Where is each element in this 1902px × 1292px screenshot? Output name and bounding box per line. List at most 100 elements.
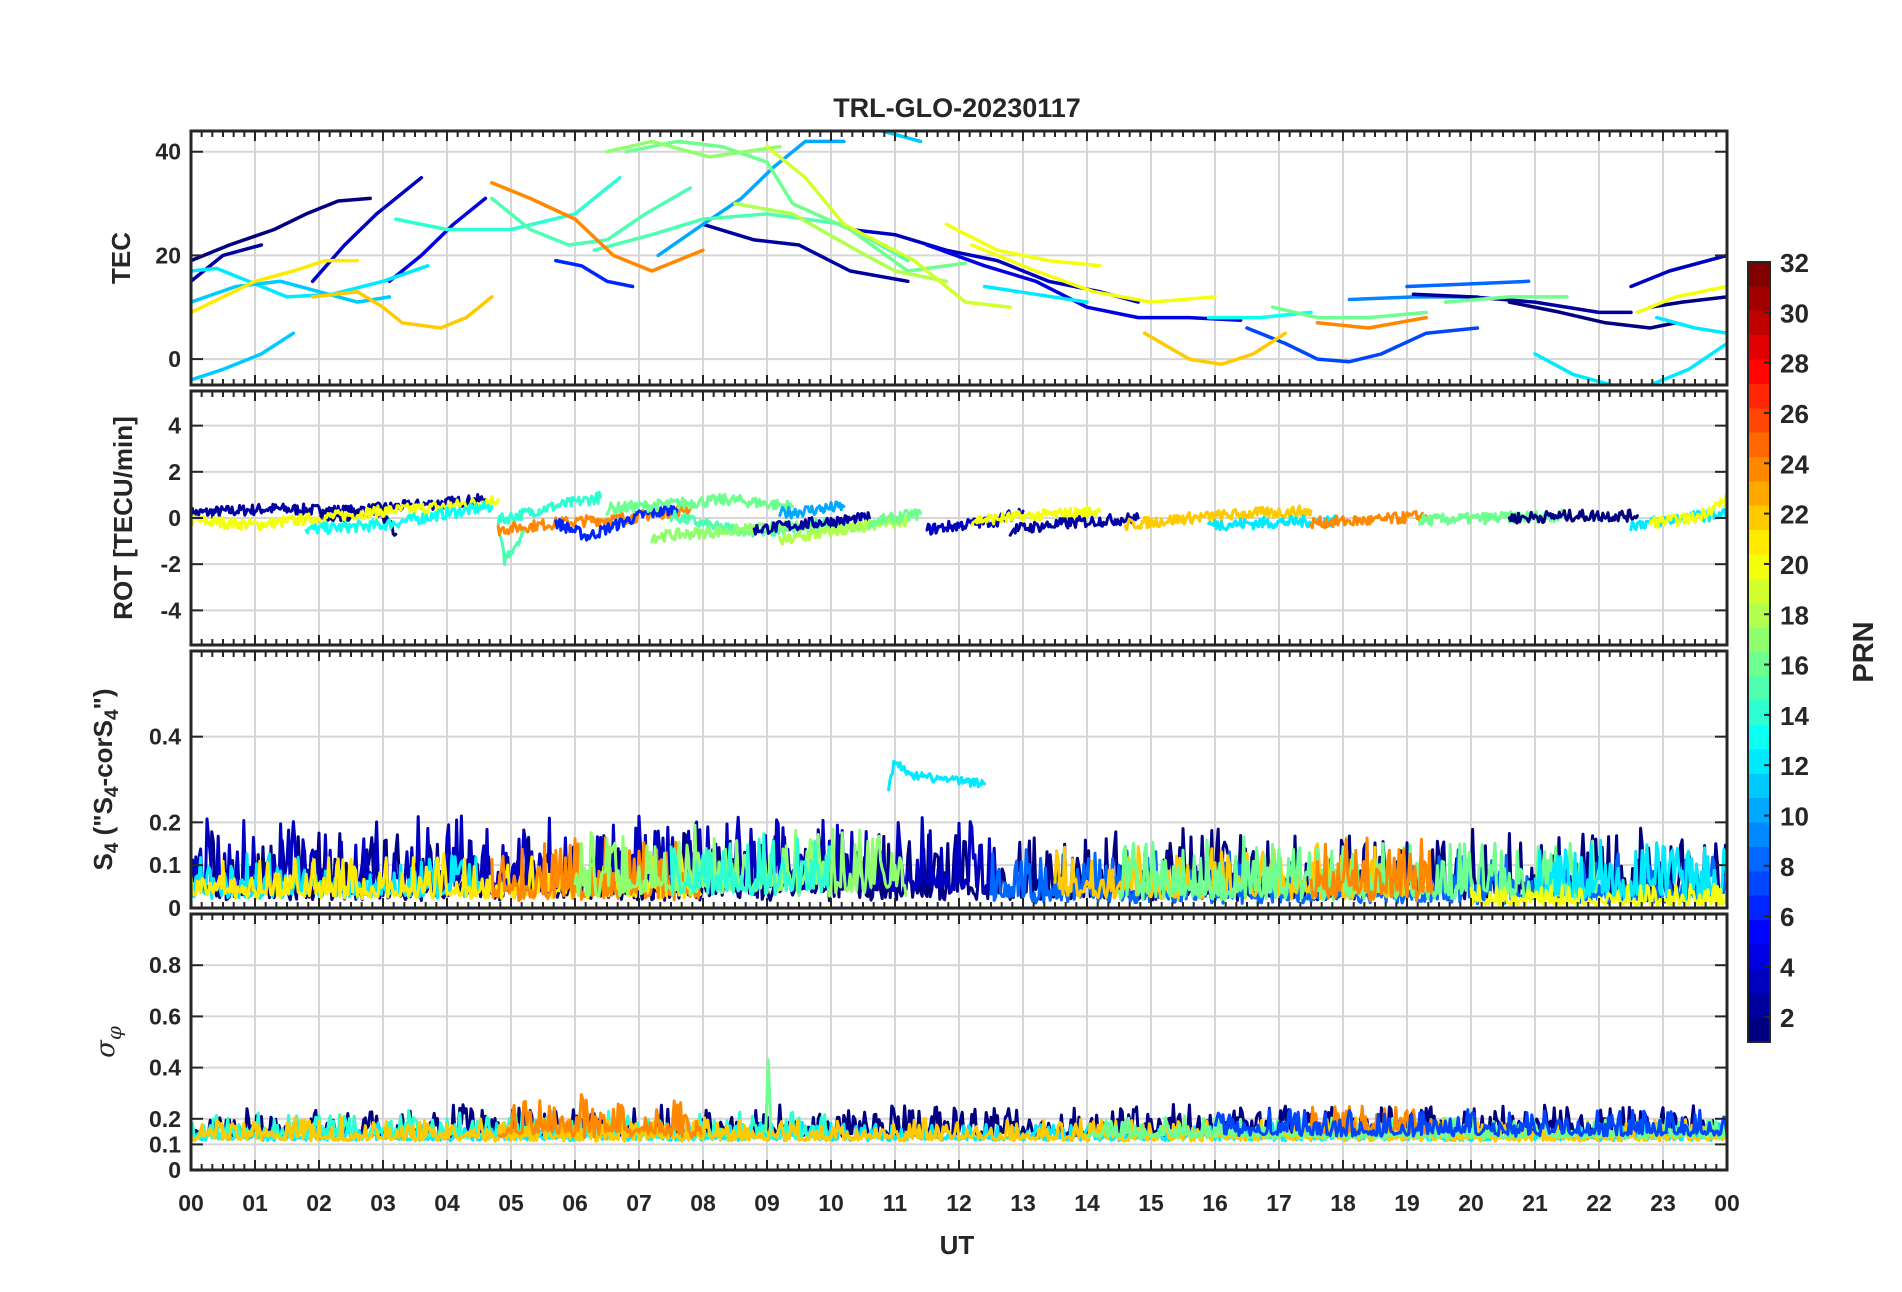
prn-series-line (191, 279, 392, 304)
x-tick-label: 08 (690, 1190, 716, 1216)
prn-series-line (394, 175, 622, 232)
prn-band-trace (1533, 838, 1727, 901)
data-s4 (191, 759, 1727, 907)
prn-series-line (752, 511, 871, 536)
prn-series-line (764, 1058, 773, 1134)
prn-series-line (605, 139, 782, 159)
prn-series-line (605, 492, 795, 516)
y-axis-label: S4 ("S4-corS4") (88, 688, 123, 870)
prn-band-trace (669, 832, 831, 897)
colorbar-tick-label: 26 (1780, 399, 1809, 429)
prn-series-line (310, 175, 424, 284)
y-tick-label: 0.1 (149, 1131, 181, 1157)
colorbar-tick-label: 20 (1780, 550, 1809, 580)
prn-series-line (490, 181, 705, 273)
prn-series-line (1654, 315, 1727, 335)
x-tick-label: 19 (1394, 1190, 1420, 1216)
prn-series-line (1405, 279, 1531, 289)
x-tick-label: 02 (306, 1190, 332, 1216)
prn-series-line (944, 222, 1102, 268)
prn-series-line (733, 201, 948, 284)
prn-series-line (1123, 504, 1313, 532)
colorbar-tick-label: 10 (1780, 802, 1809, 832)
prn-series-line (1629, 253, 1727, 289)
colorbar-tick-label: 18 (1780, 600, 1809, 630)
colorbar-tick-label: 28 (1780, 349, 1809, 379)
x-tick-label: 01 (242, 1190, 268, 1216)
prn-series-line (624, 139, 968, 273)
panel-s4: 00.10.20.4S4 ("S4-corS4") (88, 649, 1729, 921)
prn-series-line (496, 490, 603, 526)
prn-series-line (656, 139, 846, 258)
prn-series-line (554, 258, 635, 289)
y-tick-label: 0.4 (149, 724, 181, 750)
colorbar-tick-label: 4 (1780, 953, 1795, 983)
x-tick-label: 22 (1586, 1190, 1612, 1216)
y-tick-label: 0.4 (149, 1055, 181, 1081)
colorbar-tick-label: 6 (1780, 902, 1794, 932)
prn-series-line (1411, 292, 1633, 315)
chart-title: TRL-GLO-20230117 (833, 93, 1081, 123)
x-tick-label: 00 (1714, 1190, 1740, 1216)
x-tick-label: 20 (1458, 1190, 1484, 1216)
y-tick-label: 0 (168, 346, 181, 372)
label-part: ("S (88, 797, 118, 843)
x-tick-label: 12 (946, 1190, 972, 1216)
colorbar-tick-label: 22 (1780, 500, 1809, 530)
prn-band-trace (1309, 836, 1435, 903)
y-tick-label: 0.2 (149, 1106, 181, 1132)
x-tick-label: 10 (818, 1190, 844, 1216)
colorbar-frame (1747, 261, 1771, 1043)
x-tick-label: 21 (1522, 1190, 1548, 1216)
panel-tec: 0 20 40 TEC (106, 129, 1729, 387)
prn-series-line (925, 243, 1243, 322)
prn-series-line (880, 131, 923, 144)
prn-series-line (701, 222, 910, 284)
x-tick-label: 06 (562, 1190, 588, 1216)
subscript: 4 (102, 786, 123, 797)
prn-series-line (765, 144, 1012, 309)
y-axis-label: σφ (91, 1026, 126, 1058)
y-tick-label: 20 (155, 242, 181, 268)
subscript: 4 (102, 842, 123, 853)
subscript: φ (102, 1026, 126, 1040)
prn-series-line (304, 500, 494, 536)
colorbar-tick-label: 12 (1780, 751, 1809, 781)
x-tick-label: 15 (1138, 1190, 1164, 1216)
colorbar-tick-label: 14 (1780, 701, 1809, 731)
y-tick-label: 4 (168, 413, 181, 439)
colorbar-tick-label: 32 (1780, 248, 1809, 278)
y-tick-label: 0.1 (149, 852, 181, 878)
x-tick-label: 07 (626, 1190, 652, 1216)
prn-series-line (554, 504, 679, 542)
prn-band-trace (497, 1093, 703, 1139)
prn-series-line (1245, 326, 1480, 364)
prn-series-line (970, 505, 1102, 527)
prn-band-trace (1469, 882, 1727, 907)
prn-series-line (1315, 315, 1428, 330)
prn-series-line (1270, 305, 1428, 320)
data-sigma_phi (191, 1058, 1727, 1143)
prn-series-line (490, 186, 692, 247)
prn-series-line (1635, 284, 1727, 315)
panel-rot: -4 -2 0 2 4 ROT [TECU/min] (108, 389, 1729, 647)
y-tick-label: -4 (161, 597, 182, 623)
prn-series-line (191, 243, 264, 284)
y-tick-label: 40 (155, 139, 181, 165)
x-tick-label: 17 (1266, 1190, 1292, 1216)
y-tick-label: 2 (168, 459, 181, 485)
y-tick-label: 0.6 (149, 1003, 181, 1029)
colorbar-label: PRN (1848, 621, 1880, 682)
prn-series-line (1507, 508, 1639, 525)
prn-series-line (778, 500, 846, 520)
x-tick-label: 09 (754, 1190, 780, 1216)
y-tick-label: -2 (161, 551, 181, 577)
prn-series-line (387, 196, 488, 284)
y-tick-label: 0 (168, 505, 181, 531)
prn-series-line (191, 331, 296, 382)
data-rot (191, 490, 1727, 567)
prn-series-line (1648, 494, 1727, 530)
prn-series-line (1507, 300, 1678, 330)
